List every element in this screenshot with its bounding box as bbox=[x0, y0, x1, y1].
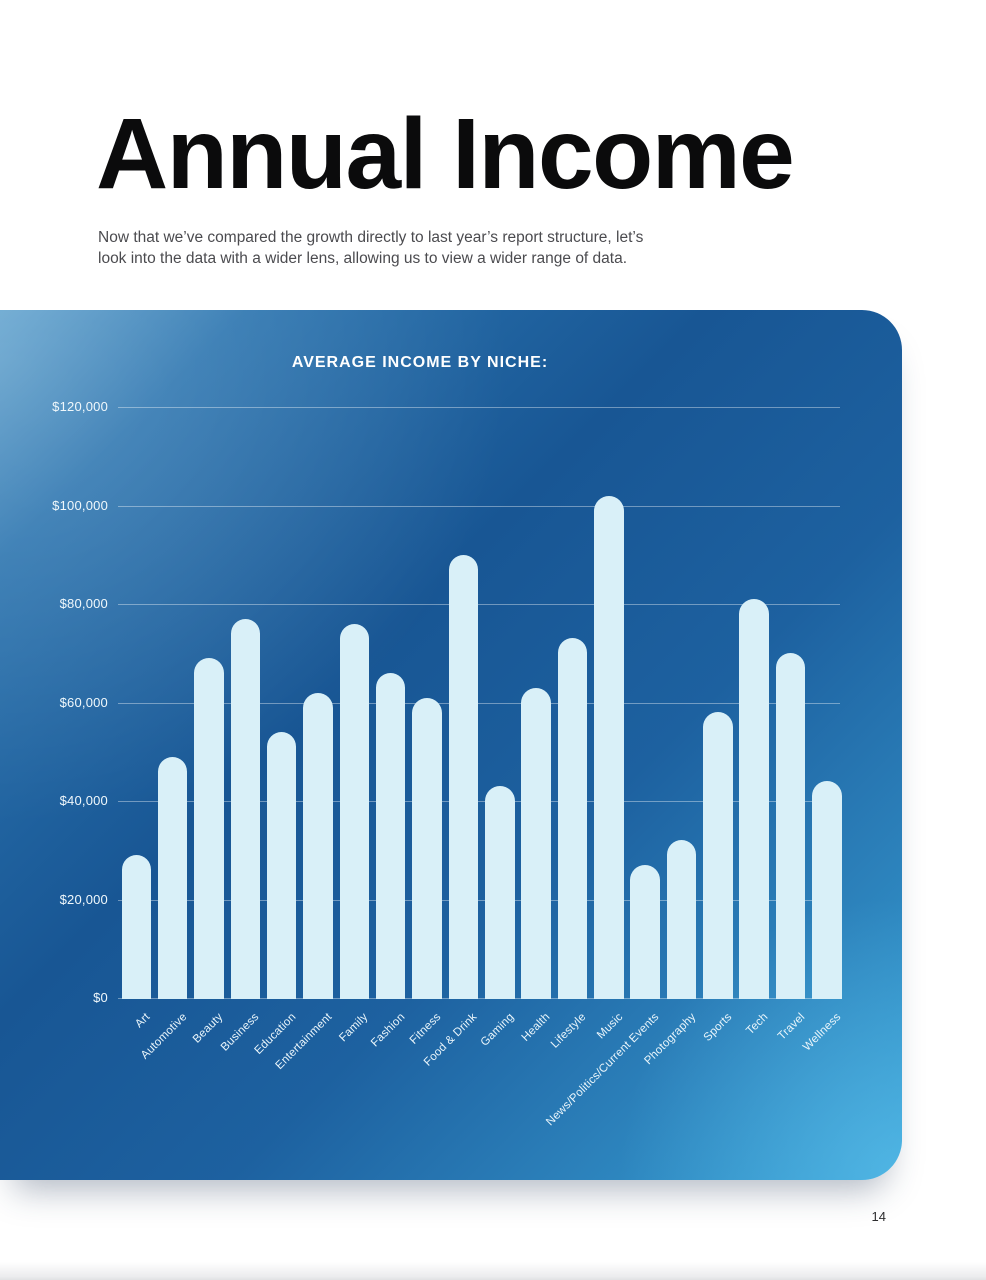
x-axis-category-label: Automotive bbox=[138, 1011, 190, 1062]
page-number: 14 bbox=[871, 1209, 886, 1224]
bar bbox=[266, 732, 297, 999]
intro-line-2: look into the data with a wider lens, al… bbox=[98, 249, 628, 267]
bar bbox=[157, 756, 188, 999]
x-axis-category-label: Beauty bbox=[190, 1011, 226, 1046]
x-axis-category-label: Education bbox=[252, 1011, 299, 1057]
x-axis-category-label: Wellness bbox=[800, 1011, 844, 1054]
y-axis-tick-label: $20,000 bbox=[59, 891, 108, 907]
chart-title: AVERAGE INCOME BY NICHE: bbox=[291, 354, 549, 371]
bar bbox=[557, 638, 588, 999]
bar bbox=[666, 840, 697, 999]
y-axis-tick-label: $100,000 bbox=[52, 497, 108, 513]
bar bbox=[775, 653, 806, 999]
y-axis-tick-label: $120,000 bbox=[52, 399, 108, 414]
bar bbox=[739, 599, 769, 999]
intro-line-1: Now that we’ve compared the growth direc… bbox=[98, 229, 644, 246]
gridline bbox=[118, 505, 840, 507]
x-axis-category-label: Fashion bbox=[368, 1011, 408, 1050]
bar bbox=[303, 692, 333, 999]
intro-paragraph: Now that we’ve compared the growth direc… bbox=[98, 228, 643, 269]
bar bbox=[339, 623, 370, 999]
gridline bbox=[118, 702, 840, 704]
x-axis-category-label: Music bbox=[594, 1011, 626, 1042]
gridline bbox=[118, 801, 840, 802]
chart-card: AVERAGE INCOME BY NICHE: $120,000 $100,00… bbox=[0, 310, 902, 1180]
bar bbox=[194, 658, 224, 999]
bar bbox=[630, 865, 660, 999]
y-axis-tick-label: $40,000 bbox=[59, 793, 108, 808]
bar bbox=[594, 495, 624, 999]
x-axis-category-label: Fitness bbox=[407, 1011, 444, 1047]
bar bbox=[230, 618, 261, 999]
x-axis-category-label: Tech bbox=[744, 1011, 771, 1038]
x-axis-category-label: News/Politics/Current Events bbox=[544, 1011, 662, 1129]
y-axis-tick-label: $0 bbox=[93, 990, 108, 1005]
page-title: Annual Income bbox=[96, 98, 795, 210]
plot-area: $120,000 $100,000 $80,000 $60,000 $40,000 $20… bbox=[0, 310, 902, 1180]
gridline bbox=[118, 998, 840, 999]
bar bbox=[703, 712, 733, 999]
x-axis-category-label: Travel bbox=[775, 1011, 808, 1043]
bar bbox=[448, 554, 479, 999]
bar bbox=[485, 786, 515, 999]
x-axis-category-label: Sports bbox=[701, 1011, 735, 1044]
gridline bbox=[118, 407, 840, 408]
bar bbox=[812, 781, 842, 999]
bar bbox=[375, 672, 406, 999]
x-axis-category-label: Business bbox=[219, 1011, 262, 1054]
bar bbox=[412, 697, 442, 999]
bar bbox=[521, 687, 551, 999]
gridline bbox=[118, 899, 840, 901]
x-axis-category-label: Entertainment bbox=[273, 1011, 335, 1072]
bar bbox=[121, 855, 151, 999]
gridline bbox=[118, 604, 840, 605]
y-axis-tick-label: $60,000 bbox=[59, 694, 108, 710]
page-edge-shadow bbox=[0, 1262, 986, 1280]
x-axis-category-label: Health bbox=[519, 1011, 553, 1044]
y-axis-tick-label: $80,000 bbox=[59, 596, 108, 611]
x-axis-category-label: Gaming bbox=[478, 1011, 517, 1049]
